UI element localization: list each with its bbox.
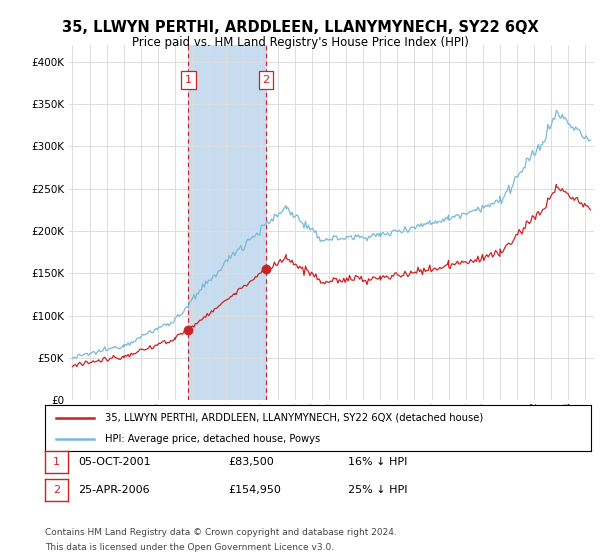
Text: 05-OCT-2001: 05-OCT-2001 [78, 457, 151, 467]
Text: 35, LLWYN PERTHI, ARDDLEEN, LLANYMYNECH, SY22 6QX (detached house): 35, LLWYN PERTHI, ARDDLEEN, LLANYMYNECH,… [105, 413, 484, 423]
Text: 1: 1 [185, 76, 191, 85]
Text: Price paid vs. HM Land Registry's House Price Index (HPI): Price paid vs. HM Land Registry's House … [131, 36, 469, 49]
Text: 35, LLWYN PERTHI, ARDDLEEN, LLANYMYNECH, SY22 6QX: 35, LLWYN PERTHI, ARDDLEEN, LLANYMYNECH,… [62, 20, 538, 35]
Text: 2: 2 [53, 485, 60, 495]
Text: £83,500: £83,500 [228, 457, 274, 467]
Text: 25-APR-2006: 25-APR-2006 [78, 485, 149, 495]
Text: Contains HM Land Registry data © Crown copyright and database right 2024.: Contains HM Land Registry data © Crown c… [45, 528, 397, 536]
Bar [188, 45, 266, 400]
Text: 16% ↓ HPI: 16% ↓ HPI [348, 457, 407, 467]
Text: £154,950: £154,950 [228, 485, 281, 495]
Text: 25% ↓ HPI: 25% ↓ HPI [348, 485, 407, 495]
Text: 2: 2 [262, 76, 269, 85]
Text: This data is licensed under the Open Government Licence v3.0.: This data is licensed under the Open Gov… [45, 543, 334, 552]
Text: HPI: Average price, detached house, Powys: HPI: Average price, detached house, Powy… [105, 435, 320, 444]
Text: 1: 1 [53, 457, 60, 467]
